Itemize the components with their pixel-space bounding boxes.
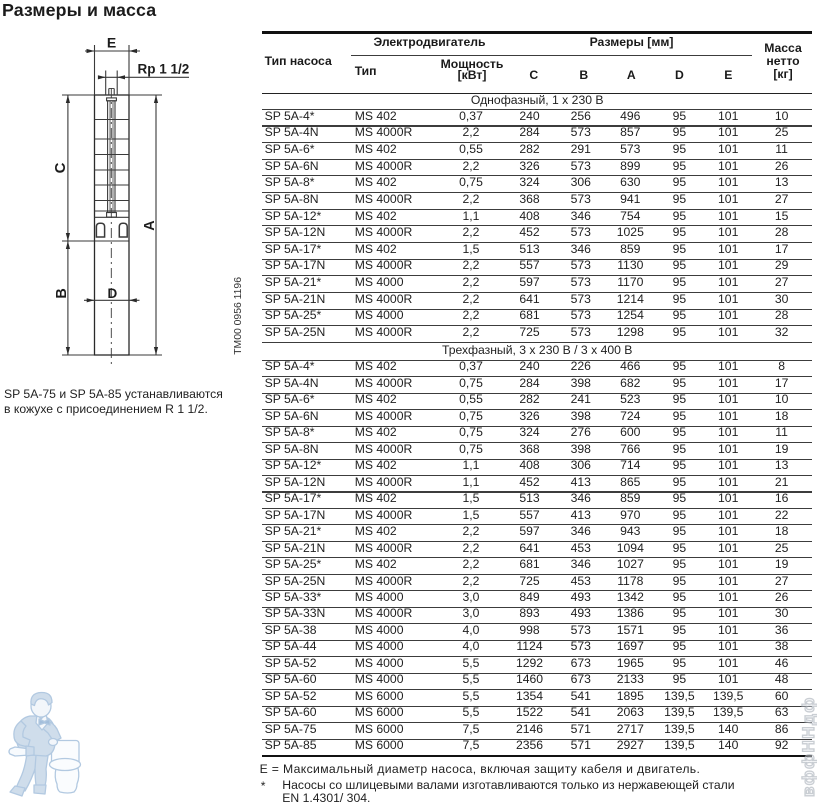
svg-text:A: A [142,220,158,231]
svg-text:B: B [54,288,70,298]
svg-text:D: D [108,286,118,301]
svg-text:C: C [52,162,69,173]
svg-text:TM00 0956 1196: TM00 0956 1196 [233,277,244,355]
svg-text:Rp 1 1/2: Rp 1 1/2 [138,62,190,77]
svg-text:E: E [107,35,116,51]
